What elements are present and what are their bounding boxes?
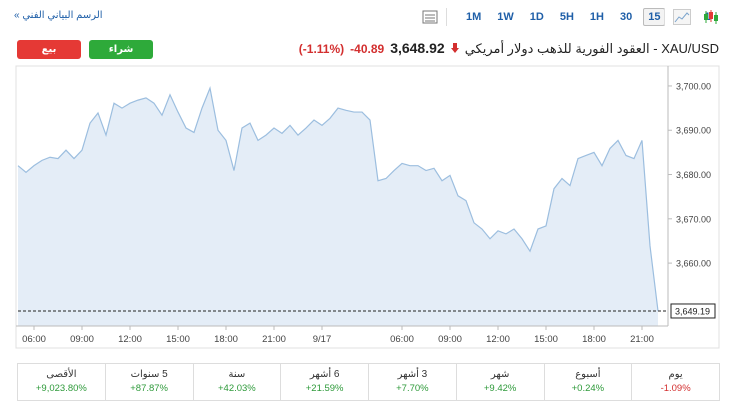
interval-button[interactable]: 30 bbox=[619, 11, 633, 23]
down-arrow bbox=[450, 43, 459, 53]
period-change: +9.42% bbox=[483, 383, 517, 394]
period-change: +7.70% bbox=[396, 383, 429, 394]
x-tick-label: 21:00 bbox=[262, 334, 286, 345]
performance-cell: 5 سنوات +87.87% bbox=[104, 364, 193, 400]
x-tick-label: 18:00 bbox=[582, 334, 606, 345]
change-percent: (-1.11%) bbox=[298, 42, 345, 56]
instrument-title: XAU/USD - العقود الفورية للذهب دولار أمر… bbox=[464, 41, 719, 56]
x-tick-label: 06:00 bbox=[390, 334, 414, 345]
period-change: +87.87% bbox=[130, 383, 169, 394]
area bbox=[18, 88, 658, 326]
y-tick-label: 3,670.00 bbox=[676, 214, 711, 224]
period-label: الأقصى bbox=[46, 369, 77, 380]
change: -40.89 bbox=[350, 42, 385, 56]
period-change: +0.24% bbox=[571, 383, 605, 394]
period-label: 3 أشهر bbox=[397, 369, 428, 380]
interval-button[interactable]: 1D bbox=[529, 11, 544, 23]
period-label: سنة bbox=[228, 369, 246, 380]
x-tick-label: 9/17 bbox=[313, 334, 332, 345]
x-tick-label: 06:00 bbox=[22, 334, 46, 345]
x-tick-label: 12:00 bbox=[118, 334, 142, 345]
period-label: 6 أشهر bbox=[309, 369, 340, 380]
price-line bbox=[17, 86, 659, 312]
x-tick-label: 15:00 bbox=[534, 334, 558, 345]
interval-button[interactable]: 1H bbox=[589, 11, 604, 23]
performance-table: يوم -1.09% أسبوع +0.24% شهر +9.42% 3 أشهر +7.70… bbox=[17, 363, 720, 401]
price: 3,648.92 bbox=[390, 40, 445, 56]
last-price-label: 3,649.19 bbox=[675, 306, 710, 316]
performance-cell: يوم -1.09% bbox=[631, 364, 719, 400]
interval-button[interactable]: 5H bbox=[559, 11, 574, 23]
y-tick-label: 3,690.00 bbox=[676, 126, 711, 136]
period-change: +21.59% bbox=[305, 383, 344, 394]
x-tick-label: 18:00 bbox=[214, 334, 238, 345]
period-change: -1.09% bbox=[660, 383, 691, 394]
sell-button[interactable]: بيع bbox=[17, 40, 81, 59]
period-label: يوم bbox=[668, 369, 683, 380]
interval-button[interactable]: 1M bbox=[466, 11, 482, 23]
period-label: 5 سنوات bbox=[130, 369, 168, 380]
performance-cell: الأقصى +9,023.80% bbox=[18, 364, 105, 400]
period-change: +42.03% bbox=[217, 383, 256, 394]
x-tick-label: 15:00 bbox=[166, 334, 190, 345]
table-icon[interactable] bbox=[422, 10, 438, 24]
y-tick-label: 3,660.00 bbox=[676, 259, 711, 269]
x-tick-label: 09:00 bbox=[70, 334, 94, 345]
y-tick-label: 3,680.00 bbox=[676, 170, 711, 180]
interval-button[interactable]: 1W bbox=[497, 11, 514, 23]
plot-frame bbox=[15, 65, 720, 349]
area-chart-icon[interactable] bbox=[673, 9, 691, 25]
candle-chart-icon[interactable] bbox=[702, 9, 720, 25]
x-tick-label: 09:00 bbox=[438, 334, 462, 345]
chart: Investing.com3,660.003,670.003,680.003,6… bbox=[15, 65, 720, 349]
performance-cell: 6 أشهر +21.59% bbox=[280, 364, 368, 400]
buy-button[interactable]: شراء bbox=[89, 40, 153, 59]
separator bbox=[446, 8, 447, 26]
x-tick-label: 12:00 bbox=[486, 334, 510, 345]
period-label: شهر bbox=[490, 369, 510, 380]
quote-header: XAU/USD - العقود الفورية للذهب دولار أمر… bbox=[299, 40, 719, 57]
performance-cell: شهر +9.42% bbox=[455, 364, 544, 400]
y-tick-label: 3,700.00 bbox=[676, 81, 711, 91]
technical-chart-link[interactable]: الرسم البياني الفني » bbox=[14, 10, 103, 21]
x-tick-label: 21:00 bbox=[630, 334, 654, 345]
performance-cell: أسبوع +0.24% bbox=[543, 364, 632, 400]
performance-cell: 3 أشهر +7.70% bbox=[368, 364, 456, 400]
period-label: أسبوع bbox=[575, 369, 601, 380]
performance-cell: سنة +42.03% bbox=[192, 364, 281, 400]
last-price-box bbox=[670, 303, 716, 319]
separator bbox=[664, 8, 665, 26]
period-change: +9,023.80% bbox=[35, 383, 87, 394]
